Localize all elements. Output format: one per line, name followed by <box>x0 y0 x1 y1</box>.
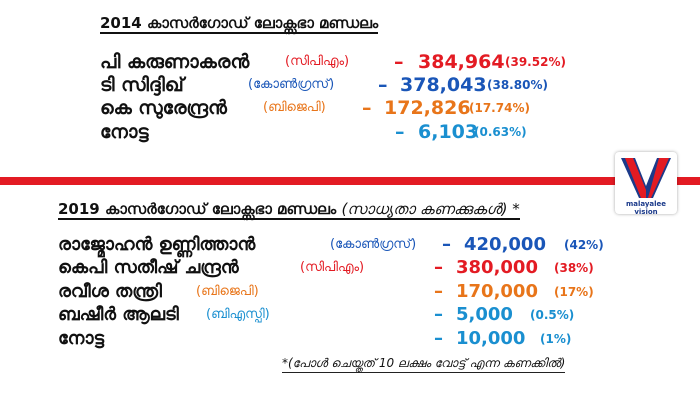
candidate-name: നോട്ട <box>58 328 104 349</box>
candidate-name: ബഷീർ ആലടി <box>58 304 179 325</box>
vote-percent: (17%) <box>554 285 594 299</box>
vote-percent: (38%) <box>554 261 594 275</box>
candidate-name: കെ സുരേന്ദ്രൻ <box>100 97 227 119</box>
divider-band <box>0 177 700 185</box>
candidate-name: കെപി സതീഷ് ചന്ദ്രൻ <box>58 257 239 278</box>
vote-count: 420,000 <box>464 234 546 255</box>
logo-text: malayalee vision <box>625 200 667 216</box>
vote-percent: (0.63%) <box>474 125 527 139</box>
result-dash: – <box>378 74 388 96</box>
v-logo-icon <box>621 158 671 198</box>
footnote: *(പോൾ ചെയ്തത് 10 ലക്ഷം വോട്ട് എന്ന കണക്ക… <box>282 356 566 373</box>
candidate-name: ടി സിദ്ദിഖ് <box>100 74 184 96</box>
candidate-party: (സിപിഎം) <box>285 54 350 69</box>
candidate-name: രാജ്മോഹൻ ഉണ്ണിത്താൻ <box>58 234 256 255</box>
result-dash: – <box>434 281 443 302</box>
candidate-name: രവീശ തന്ത്രി <box>58 281 162 302</box>
candidate-party: (ബിഎസ്പി) <box>206 307 270 322</box>
vote-count: 384,964 <box>418 51 505 73</box>
result-dash: – <box>434 257 443 278</box>
vote-count: 170,000 <box>456 281 538 302</box>
vote-count: 380,000 <box>456 257 538 278</box>
result-dash: – <box>395 121 405 143</box>
result-dash: – <box>434 328 443 349</box>
result-dash: – <box>362 97 372 119</box>
vote-count: 10,000 <box>456 328 526 349</box>
heading-2019-note: (സാധ്യതാ കണക്കുകൾ) * <box>341 200 520 218</box>
vote-percent: (1%) <box>540 332 572 346</box>
vote-percent: (0.5%) <box>530 308 575 322</box>
vote-count: 6,103 <box>418 121 479 143</box>
result-dash: – <box>394 51 404 73</box>
candidate-name: പി കരുണാകരൻ <box>100 51 250 73</box>
vote-count: 5,000 <box>456 304 513 325</box>
vote-count: 172,826 <box>384 97 471 119</box>
vote-percent: (17.74%) <box>469 101 530 115</box>
candidate-party: (ബിജെപി) <box>196 284 259 299</box>
vote-percent: (42%) <box>564 238 604 252</box>
result-dash: – <box>434 304 443 325</box>
heading-2019-text: 2019 കാസർഗോഡ് ലോക്സഭാ മണ്ഡലം <box>58 200 337 218</box>
heading-2014: 2014 കാസർഗോഡ് ലോക്സഭാ മണ്ഡലം <box>100 14 379 34</box>
candidate-party: (ബിജെപി) <box>263 100 326 115</box>
channel-logo: malayalee vision <box>615 152 677 216</box>
result-dash: – <box>442 234 451 255</box>
candidate-name: നോട്ട <box>100 121 149 143</box>
vote-count: 378,043 <box>400 74 487 96</box>
candidate-party: (സിപിഎം) <box>300 260 365 275</box>
heading-2014-text: 2014 കാസർഗോഡ് ലോക്സഭാ മണ്ഡലം <box>100 14 379 34</box>
vote-percent: (38.80%) <box>487 78 548 92</box>
candidate-party: (കോൺഗ്രസ്) <box>248 77 335 92</box>
candidate-party: (കോൺഗ്രസ്) <box>330 237 417 252</box>
vote-percent: (39.52%) <box>505 55 566 69</box>
heading-2019: 2019 കാസർഗോഡ് ലോക്സഭാ മണ്ഡലം (സാധ്യതാ കണ… <box>58 200 520 220</box>
